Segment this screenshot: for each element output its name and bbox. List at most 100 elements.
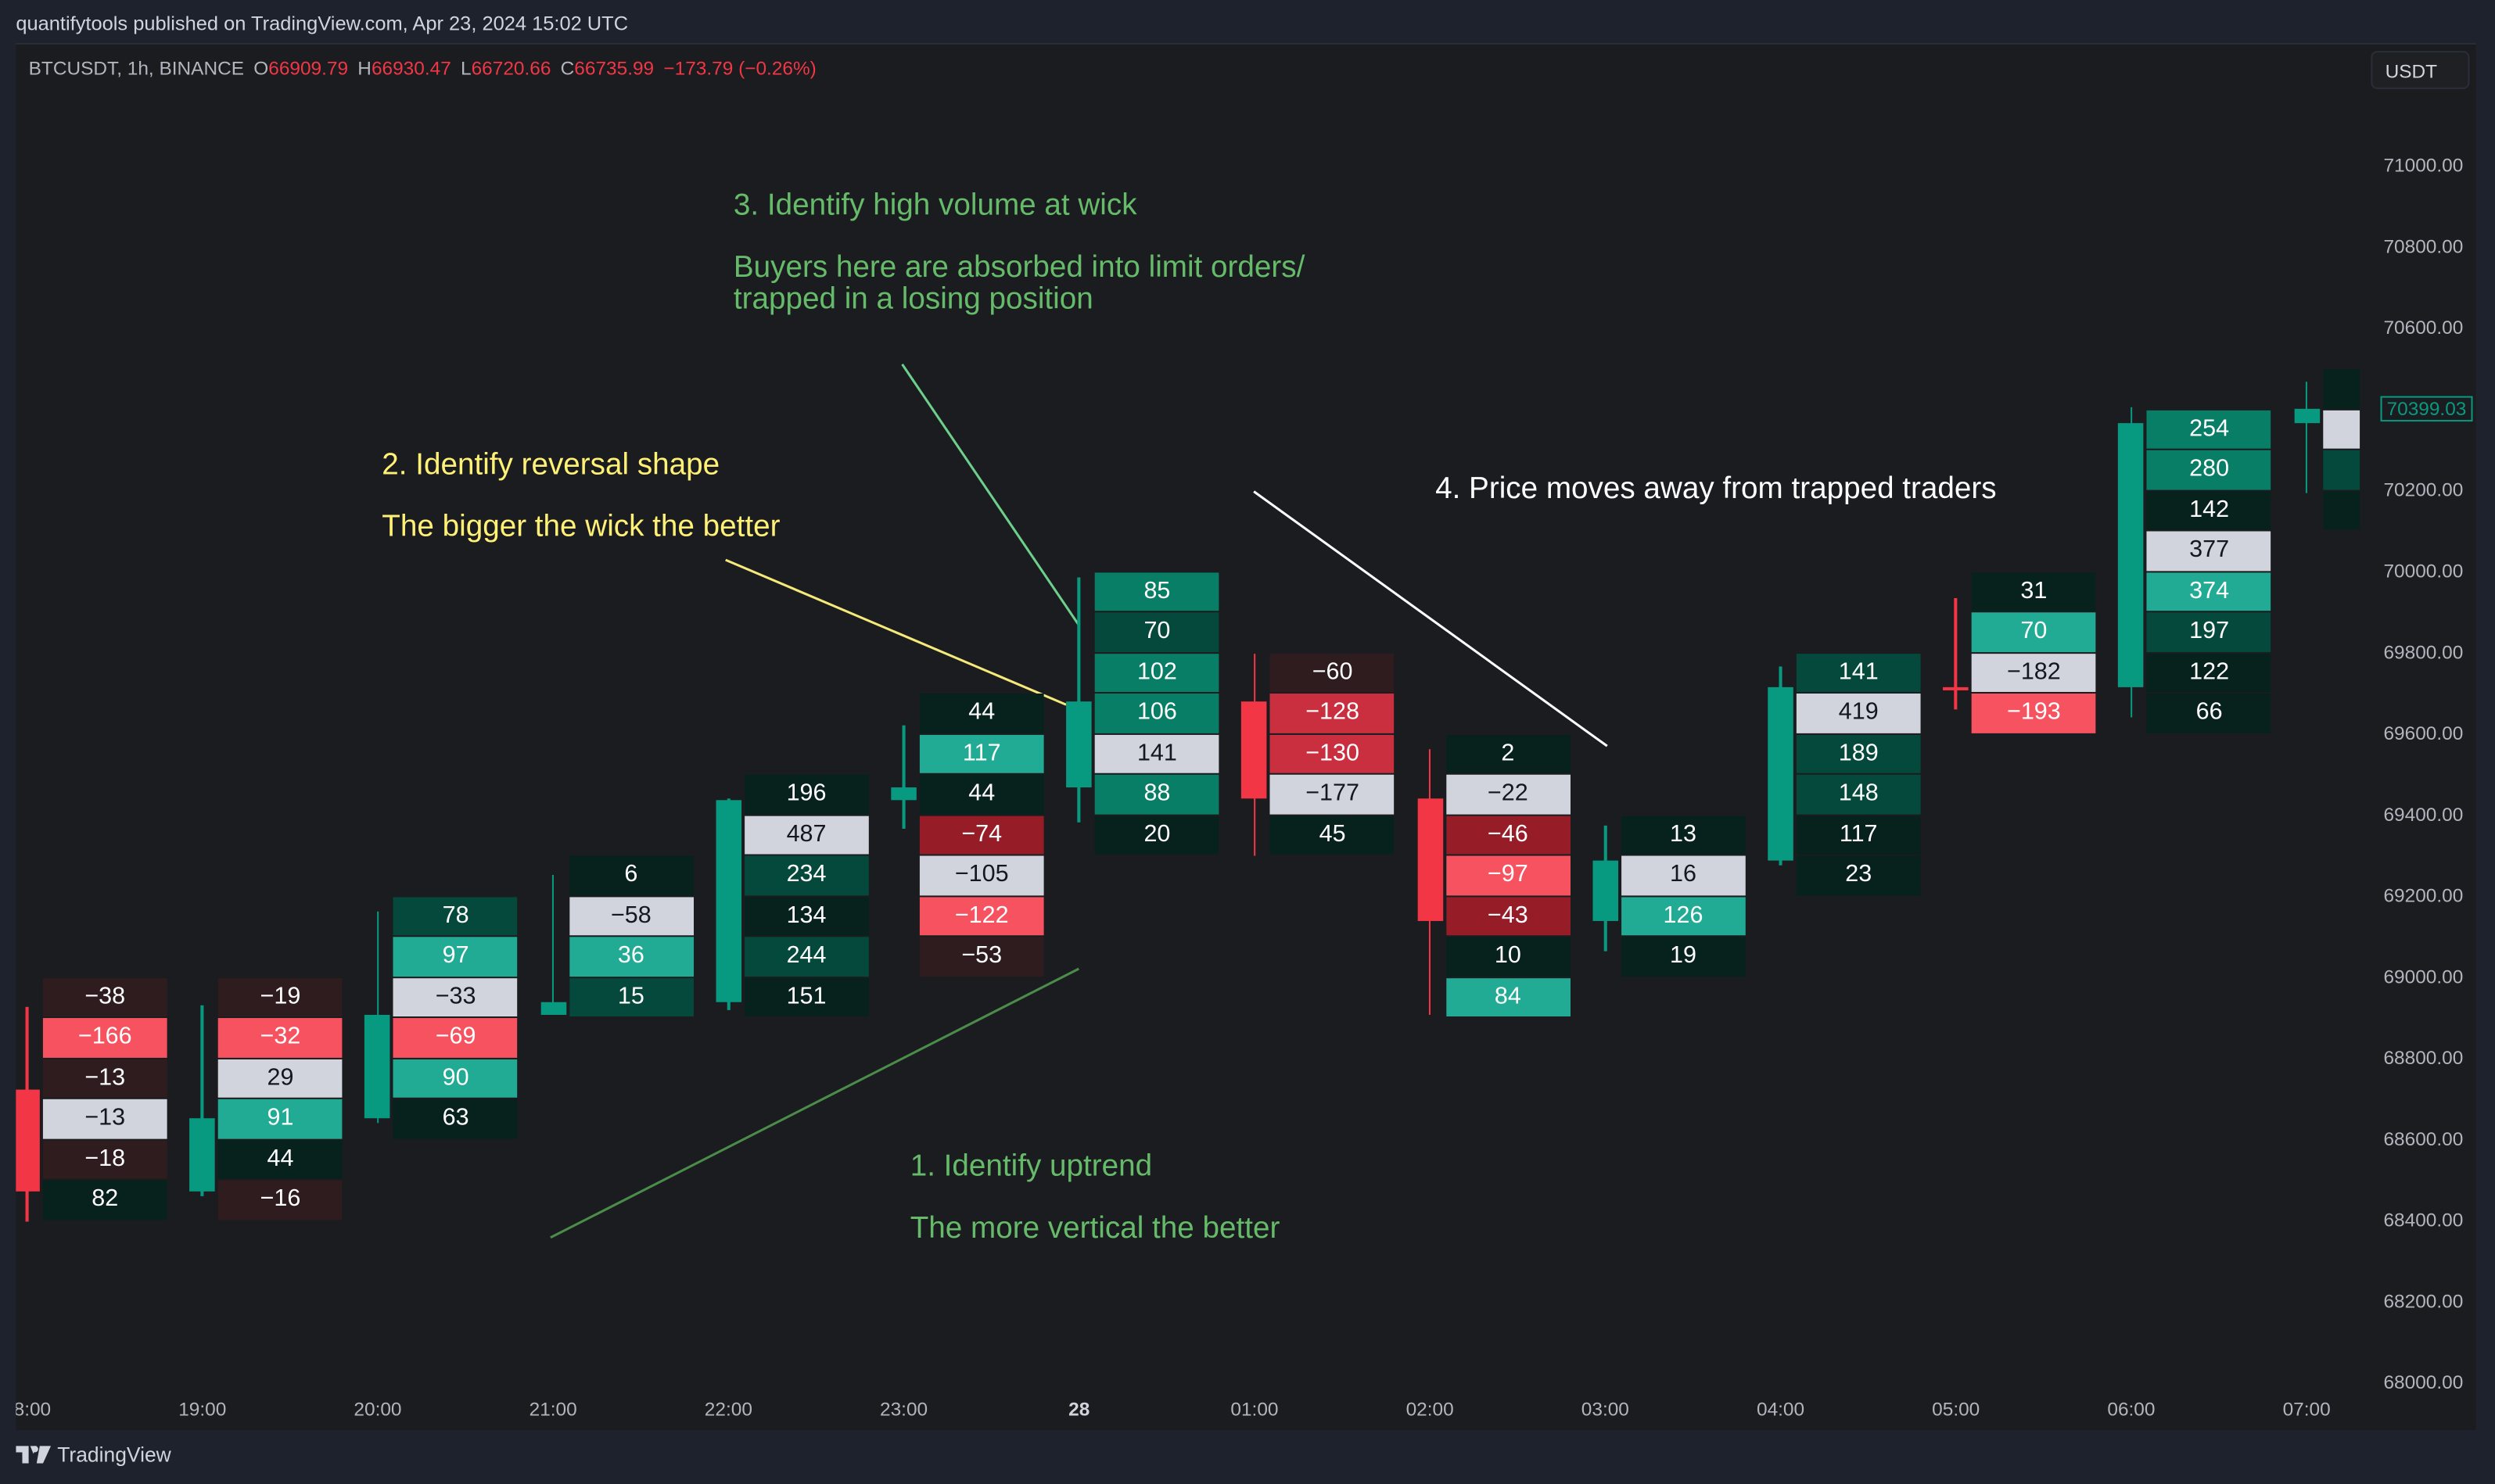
footprint-cell: −13 <box>42 1099 167 1138</box>
time-tick-label: 19:00 <box>178 1398 227 1421</box>
price-tick-label: 69000.00 <box>2383 965 2464 988</box>
footprint-cell: 85 <box>1095 572 1219 611</box>
footprint-cell: 70 <box>1095 612 1219 652</box>
trend-line-wick[interactable] <box>901 364 1080 626</box>
price-tick-label: 69400.00 <box>2383 803 2464 826</box>
footprint-cell: −69 <box>393 1018 518 1057</box>
price-tick-label: 69800.00 <box>2383 640 2464 664</box>
annotation-1-sub[interactable]: The more vertical the better <box>910 1212 1280 1246</box>
candle-body <box>2293 409 2320 423</box>
footprint-cell: −18 <box>42 1139 167 1179</box>
footprint-cell: 234 <box>744 855 869 895</box>
footprint-cell: −122 <box>919 896 1044 936</box>
footprint-cell: 23 <box>1796 855 1921 895</box>
candle-body <box>1241 701 1268 798</box>
footprint-cell: 10 <box>1445 937 1571 977</box>
footprint-cell: −97 <box>1445 855 1571 895</box>
footprint-cell: 142 <box>2147 490 2271 530</box>
footprint-cell: −19 <box>218 977 343 1017</box>
footprint-cell: 15 <box>569 977 694 1017</box>
time-tick-label: 20:00 <box>354 1398 402 1421</box>
current-price-label: 70399.03 <box>2380 396 2473 422</box>
footprint-cell: 419 <box>1796 694 1921 733</box>
price-tick-label: 70200.00 <box>2383 479 2464 501</box>
candle-body <box>1943 686 1969 690</box>
annotation-2-sub[interactable]: The bigger the wick the better <box>382 511 781 544</box>
annotation-2-title[interactable]: 2. Identify reversal shape <box>382 448 720 482</box>
candle-body <box>540 1002 566 1015</box>
annotation-3-title[interactable]: 3. Identify high volume at wick <box>733 189 1137 223</box>
footprint-cell: 88 <box>1095 774 1219 814</box>
candle-wick <box>201 1005 204 1196</box>
annotation-3-line1[interactable]: Buyers here are absorbed into limit orde… <box>733 251 1305 285</box>
time-tick-label: 28 <box>1068 1398 1090 1421</box>
footprint-cell: 66 <box>2147 694 2271 733</box>
footprint-cell: −74 <box>919 815 1044 855</box>
annotation-3-line2[interactable]: trapped in a losing position <box>733 283 1093 317</box>
footprint-cell: 196 <box>744 774 869 814</box>
footprint-cell: 141 <box>1095 733 1219 773</box>
footprint-cell: 126 <box>1621 896 1746 936</box>
footprint-cell: 6 <box>569 855 694 895</box>
footprint-cell: 197 <box>2147 612 2271 652</box>
time-tick-label: 23:00 <box>880 1398 928 1421</box>
footprint-cell: −46 <box>1445 815 1571 855</box>
footprint-cell: −60 <box>1270 653 1395 692</box>
open-value: 66909.79 <box>268 57 349 80</box>
footprint-cell: −43 <box>1445 896 1571 936</box>
footprint-cell: −32 <box>218 1018 343 1057</box>
footprint-cell: 70 <box>1972 612 2096 652</box>
candle-body <box>1592 860 1618 922</box>
candle-wick <box>551 875 555 1016</box>
candle-wick <box>1078 577 1081 823</box>
footprint-cell: 244 <box>744 937 869 977</box>
footprint-cell: 141 <box>1796 653 1921 692</box>
footprint-cell: −177 <box>1270 774 1395 814</box>
footprint-cell: −128 <box>1270 694 1395 733</box>
time-tick-label: 03:00 <box>1581 1398 1629 1421</box>
close-value: 66735.99 <box>574 57 655 80</box>
footprint-cell: 254 <box>2147 409 2271 449</box>
annotation-1-title[interactable]: 1. Identify uptrend <box>910 1149 1153 1184</box>
footprint-cell: 16 <box>1621 855 1746 895</box>
low-label: L <box>461 57 472 80</box>
price-tick-label: 68000.00 <box>2383 1371 2464 1394</box>
footprint-cell: 78 <box>393 896 518 936</box>
candle-body <box>1416 798 1443 922</box>
symbol-info: BTCUSDT, 1h, BINANCE <box>28 57 245 80</box>
price-tick-label: 68600.00 <box>2383 1127 2464 1150</box>
footprint-cell: 374 <box>2147 572 2271 611</box>
candle-body <box>16 1090 40 1192</box>
close-label: C <box>560 57 575 80</box>
candle-body <box>1066 701 1093 787</box>
footprint-cell: 13 <box>1621 815 1746 855</box>
currency-button[interactable]: USDT <box>2371 51 2470 89</box>
time-tick-label: 18:00 <box>16 1398 52 1421</box>
annotation-4-title[interactable]: 4. Price moves away from trapped traders <box>1435 472 1997 506</box>
footprint-cell: 20 <box>1095 815 1219 855</box>
brand-name: TradingView <box>57 1443 171 1467</box>
chart-pane[interactable]: BTCUSDT, 1h, BINANCE O66909.79 H66930.47 L6… <box>16 42 2476 1430</box>
time-tick-label: 05:00 <box>1932 1398 1980 1421</box>
candle-wick <box>2305 382 2308 493</box>
footprint-cell: −166 <box>42 1018 167 1057</box>
footprint-cell: 82 <box>42 1180 167 1220</box>
time-tick-label: 21:00 <box>529 1398 577 1421</box>
candle-wick <box>903 725 906 829</box>
footprint-cell: 102 <box>1095 653 1219 692</box>
footprint-cell: −16 <box>218 1180 343 1220</box>
footprint-cell: −182 <box>1972 653 2096 692</box>
time-tick-label: 07:00 <box>2282 1398 2331 1421</box>
footprint-cell: −130 <box>1270 733 1395 773</box>
footprint-cell: 148 <box>1796 774 1921 814</box>
high-value: 66930.47 <box>371 57 451 80</box>
price-tick-label: 71000.00 <box>2383 154 2464 177</box>
tradingview-logo[interactable]: TradingView <box>16 1443 171 1467</box>
footprint-cell: 44 <box>919 694 1044 733</box>
trend-line-reversal[interactable] <box>725 558 1067 706</box>
footprint-cell: −33 <box>393 977 518 1017</box>
footprint-cell <box>2322 409 2360 449</box>
candle-body <box>364 1015 391 1119</box>
price-tick-label: 68200.00 <box>2383 1289 2464 1313</box>
price-tick-label: 69200.00 <box>2383 884 2464 907</box>
